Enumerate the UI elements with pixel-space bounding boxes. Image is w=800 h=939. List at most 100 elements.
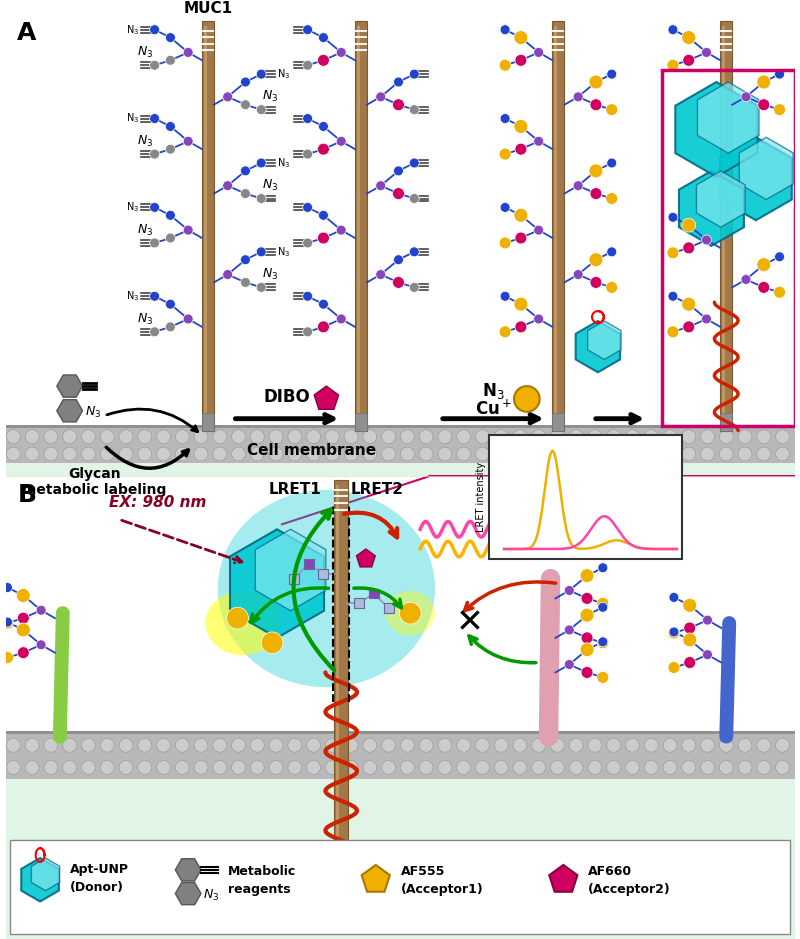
- Circle shape: [26, 738, 39, 752]
- Circle shape: [344, 430, 358, 443]
- Polygon shape: [22, 858, 59, 901]
- Bar: [662, 70, 795, 425]
- Circle shape: [757, 738, 770, 752]
- Circle shape: [684, 656, 696, 669]
- Circle shape: [774, 69, 785, 79]
- Circle shape: [438, 761, 452, 775]
- Circle shape: [597, 671, 609, 684]
- Circle shape: [138, 447, 152, 461]
- Circle shape: [702, 615, 713, 625]
- Circle shape: [100, 430, 114, 443]
- Circle shape: [702, 48, 711, 57]
- Circle shape: [302, 291, 313, 301]
- Circle shape: [138, 761, 152, 775]
- Text: LRET1: LRET1: [269, 482, 322, 497]
- Circle shape: [701, 761, 714, 775]
- Bar: [6, 428, 795, 463]
- Circle shape: [590, 99, 602, 111]
- Circle shape: [318, 54, 330, 67]
- Circle shape: [306, 738, 321, 752]
- Circle shape: [382, 430, 395, 443]
- Circle shape: [302, 203, 313, 212]
- Circle shape: [344, 447, 358, 461]
- Circle shape: [513, 430, 527, 443]
- Circle shape: [682, 738, 696, 752]
- Circle shape: [513, 761, 527, 775]
- Circle shape: [663, 447, 677, 461]
- Circle shape: [157, 447, 170, 461]
- Text: (Acceptor2): (Acceptor2): [588, 884, 670, 896]
- Circle shape: [26, 447, 39, 461]
- Circle shape: [701, 738, 714, 752]
- Bar: [384, 604, 394, 613]
- Bar: [554, 25, 558, 425]
- Circle shape: [532, 738, 546, 752]
- Circle shape: [514, 31, 528, 44]
- Circle shape: [574, 92, 583, 101]
- Circle shape: [175, 738, 189, 752]
- Circle shape: [669, 593, 679, 602]
- Circle shape: [419, 447, 433, 461]
- Circle shape: [570, 738, 583, 752]
- Circle shape: [682, 218, 696, 232]
- Circle shape: [6, 430, 20, 443]
- Bar: [355, 21, 367, 431]
- Circle shape: [738, 430, 752, 443]
- Circle shape: [419, 761, 433, 775]
- Circle shape: [100, 738, 114, 752]
- Circle shape: [318, 321, 330, 332]
- Circle shape: [419, 430, 433, 443]
- Circle shape: [457, 761, 470, 775]
- Text: EX: 980 nm: EX: 980 nm: [109, 495, 206, 510]
- Circle shape: [776, 738, 790, 752]
- Circle shape: [183, 136, 193, 146]
- Circle shape: [668, 291, 678, 301]
- Bar: [6, 734, 795, 778]
- Bar: [202, 21, 214, 431]
- Bar: [369, 589, 378, 598]
- Circle shape: [588, 738, 602, 752]
- Circle shape: [588, 761, 602, 775]
- Circle shape: [774, 103, 786, 115]
- Circle shape: [302, 114, 313, 124]
- Circle shape: [499, 148, 511, 160]
- Circle shape: [62, 761, 77, 775]
- Circle shape: [588, 430, 602, 443]
- Text: Apt-UNP: Apt-UNP: [70, 863, 129, 876]
- Circle shape: [598, 602, 608, 612]
- Circle shape: [269, 738, 283, 752]
- Text: N$_3$: N$_3$: [482, 381, 505, 401]
- Circle shape: [570, 447, 583, 461]
- Circle shape: [100, 447, 114, 461]
- Circle shape: [256, 247, 266, 256]
- Bar: [6, 731, 795, 739]
- Bar: [289, 574, 298, 583]
- Circle shape: [344, 761, 358, 775]
- Circle shape: [183, 314, 193, 324]
- Circle shape: [514, 119, 528, 133]
- Circle shape: [363, 761, 377, 775]
- Text: N$_3$: N$_3$: [277, 68, 290, 81]
- Circle shape: [500, 291, 510, 301]
- Circle shape: [499, 326, 511, 338]
- Circle shape: [588, 447, 602, 461]
- Circle shape: [757, 430, 770, 443]
- Circle shape: [288, 761, 302, 775]
- Text: A: A: [18, 21, 37, 45]
- Text: ✕: ✕: [455, 607, 483, 639]
- Circle shape: [382, 738, 395, 752]
- Circle shape: [438, 430, 452, 443]
- Circle shape: [564, 625, 574, 635]
- Circle shape: [18, 612, 30, 624]
- Circle shape: [532, 430, 546, 443]
- Ellipse shape: [218, 490, 435, 687]
- Polygon shape: [739, 137, 793, 199]
- Circle shape: [663, 738, 677, 752]
- Polygon shape: [31, 858, 60, 890]
- Circle shape: [318, 121, 328, 131]
- Circle shape: [500, 203, 510, 212]
- Circle shape: [150, 291, 159, 301]
- Circle shape: [119, 447, 133, 461]
- Circle shape: [738, 447, 752, 461]
- Circle shape: [494, 761, 508, 775]
